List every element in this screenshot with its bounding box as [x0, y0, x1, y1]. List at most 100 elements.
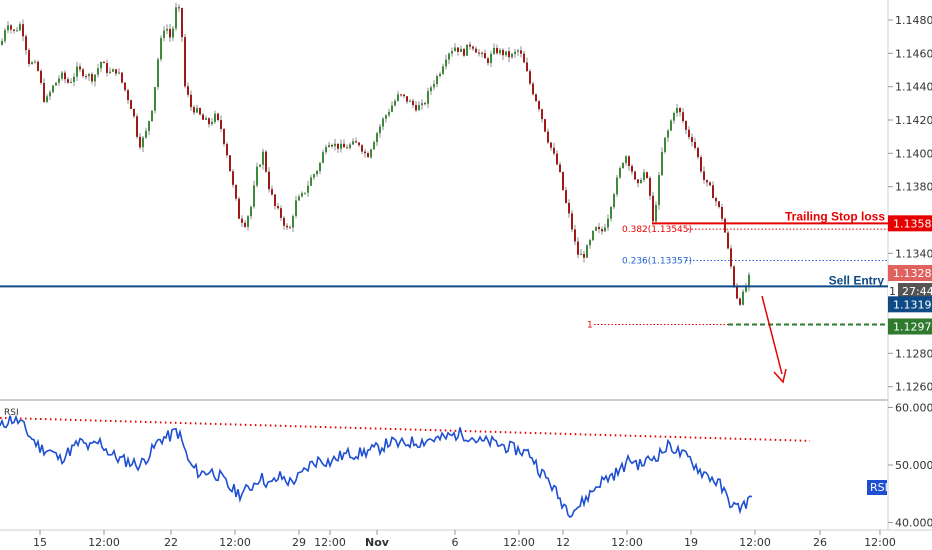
- candle-body: [292, 216, 294, 228]
- candle-body: [214, 113, 216, 123]
- candle-body: [436, 75, 438, 85]
- candle-body: [577, 241, 579, 255]
- candle-body: [466, 44, 468, 56]
- target-price-tag: 1.12973: [888, 318, 932, 335]
- candle-body: [544, 119, 546, 132]
- price-tick-label: 1.12800: [895, 347, 932, 360]
- candle-body: [340, 143, 342, 149]
- candle-body: [271, 189, 273, 195]
- candle-body: [199, 107, 201, 115]
- candle-body: [268, 171, 270, 190]
- rsi-panel-label: RSI: [4, 408, 19, 418]
- sell-entry-price: 1.13190: [893, 298, 932, 311]
- rsi-tick-label: 60.0000: [895, 401, 932, 414]
- candle-body: [256, 166, 258, 186]
- candle-body: [247, 216, 249, 227]
- candle-body: [502, 49, 504, 56]
- candle-body: [532, 83, 534, 95]
- candle-body: [118, 72, 120, 74]
- candle-body: [511, 53, 513, 58]
- candle-body: [649, 177, 651, 196]
- candle-body: [94, 74, 96, 82]
- candle-body: [595, 226, 597, 231]
- rsi-axis[interactable]: 60.0000 50.0000 40.0000: [888, 401, 932, 530]
- candle-body: [61, 72, 63, 79]
- candle-body: [739, 298, 741, 305]
- candle-body: [304, 192, 306, 194]
- candle-body: [673, 112, 675, 121]
- candle-body: [418, 105, 420, 111]
- candle-body: [298, 196, 300, 201]
- candle-body: [139, 136, 141, 148]
- rsi-trendline: [0, 416, 811, 442]
- candle-body: [64, 72, 66, 80]
- candle-body: [10, 25, 12, 30]
- candle-body: [193, 107, 195, 113]
- price-tick-label: 1.14200: [895, 114, 932, 127]
- candle-body: [547, 131, 549, 143]
- candle-body: [163, 30, 165, 39]
- candle-body: [379, 126, 381, 134]
- candle-body: [82, 69, 84, 77]
- rsi-tick-label: 50.0000: [895, 459, 932, 472]
- candle-body: [373, 142, 375, 150]
- candle-body: [355, 141, 357, 143]
- candle-body: [571, 213, 573, 230]
- sell-entry-level[interactable]: Sell Entry: [0, 273, 888, 288]
- candle-body: [121, 72, 123, 83]
- time-tick-label: 22: [164, 536, 178, 549]
- candle-body: [325, 147, 327, 153]
- candle-body: [208, 118, 210, 125]
- candle-body: [556, 153, 558, 165]
- candle-body: [1, 40, 3, 45]
- candle-body: [370, 149, 372, 158]
- candle-body: [439, 73, 441, 76]
- candle-body: [484, 53, 486, 59]
- price-tick-label: 1.14800: [895, 14, 932, 27]
- candle-body: [58, 78, 60, 83]
- candle-body: [712, 185, 714, 199]
- candle-body: [520, 50, 522, 54]
- candle-body: [283, 217, 285, 226]
- price-tick-label: 1.14000: [895, 147, 932, 160]
- candle-body: [154, 87, 156, 111]
- candle-body: [49, 92, 51, 97]
- candle-body: [280, 208, 282, 218]
- fibonacci-retracement[interactable]: 0.382(1.13545) 0.236(1.13357) 1: [587, 225, 888, 331]
- candle-body: [526, 62, 528, 72]
- candle-body: [607, 218, 609, 228]
- candle-body: [517, 50, 519, 52]
- price-axis[interactable]: 1.14800 1.14600 1.14400 1.14200 1.14000 1.138…: [888, 14, 932, 394]
- time-tick-label: 12:00: [219, 536, 251, 549]
- candle-body: [469, 44, 471, 47]
- time-tick-label: 29: [292, 536, 306, 549]
- time-axis[interactable]: 15 12:00 22 12:00 29 12:00 Nov 6 12:00 12 12:00 19 1…: [33, 530, 896, 549]
- price-tags: 1.13580 1.13282 1 27:44 1.13190 1.12973 …: [867, 215, 932, 495]
- candle-body: [142, 137, 144, 148]
- candle-body: [361, 145, 363, 152]
- time-tick-label: 12:00: [739, 536, 771, 549]
- candle-body: [229, 155, 231, 172]
- candle-body: [736, 286, 738, 299]
- candle-body: [694, 141, 696, 148]
- current-price-tag: 1.13282: [888, 265, 932, 281]
- candle-body: [367, 153, 369, 158]
- candle-body: [160, 38, 162, 60]
- candle-body: [133, 108, 135, 117]
- candle-body: [430, 87, 432, 92]
- candle-body: [451, 51, 453, 54]
- candle-body: [403, 94, 405, 97]
- time-tick-label: 12:00: [314, 536, 346, 549]
- candle-body: [610, 207, 612, 219]
- candle-body: [583, 254, 585, 258]
- candle-body: [619, 168, 621, 178]
- candle-body: [4, 30, 6, 41]
- candle-body: [205, 118, 207, 120]
- trailing-stop-level[interactable]: Trailing Stop loss: [652, 209, 888, 225]
- candle-body: [568, 202, 570, 214]
- candle-body: [100, 61, 102, 69]
- candle-body: [616, 177, 618, 195]
- candle-body: [349, 144, 351, 149]
- candle-body: [79, 66, 81, 70]
